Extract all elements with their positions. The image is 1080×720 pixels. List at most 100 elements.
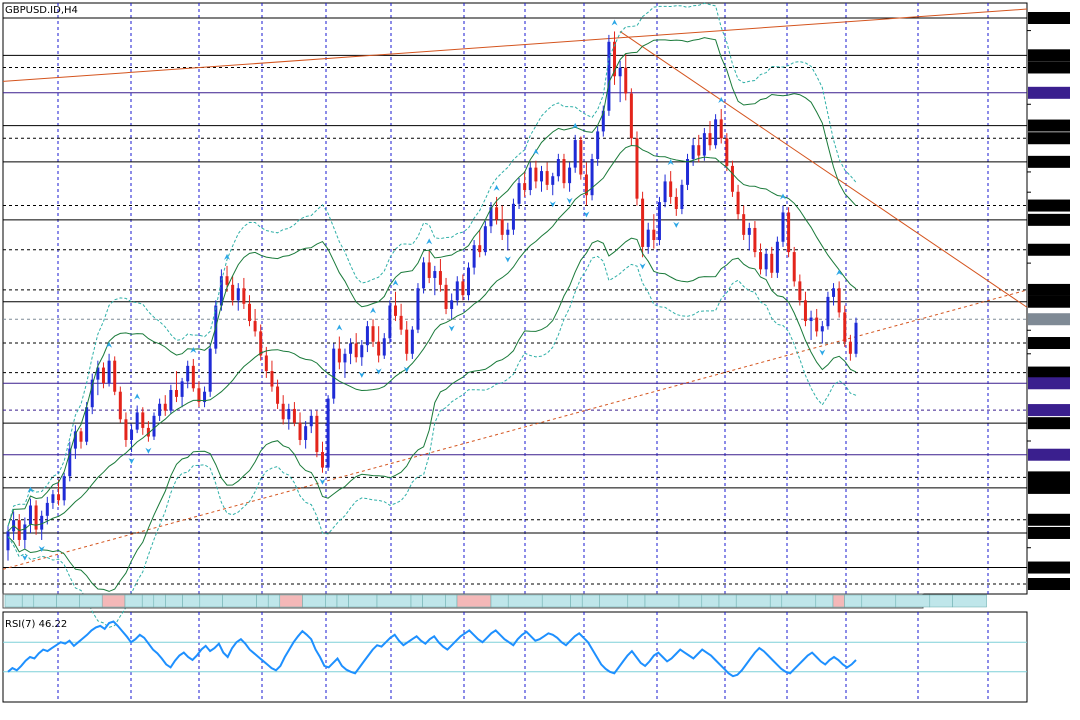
time-cell: [815, 594, 834, 608]
candle-body: [854, 322, 858, 354]
price-label-bg: [1028, 526, 1070, 539]
fractal-up-arrow: [718, 97, 725, 104]
price-label-bg: [1028, 199, 1070, 212]
time-cell: [222, 594, 257, 608]
time-cell: [490, 594, 509, 608]
candle-body: [186, 365, 190, 382]
candle-body: [276, 386, 280, 404]
candle-body: [579, 140, 583, 175]
candle-body: [590, 159, 594, 196]
price-label-bg: [1028, 481, 1070, 494]
fractal-down-arrow: [319, 478, 326, 485]
candle-body: [208, 348, 212, 392]
fractal-down-arrow: [21, 554, 28, 561]
candle-body: [646, 229, 650, 247]
time-cell: [141, 594, 155, 608]
fractal-down-arrow: [448, 325, 455, 332]
price-label-bg: [1028, 243, 1070, 256]
candle-body: [197, 388, 201, 403]
time-cell: [735, 594, 771, 608]
candle-body: [40, 515, 44, 530]
price-label-bg: [1028, 377, 1070, 390]
fractal-down-arrow: [583, 211, 590, 218]
candle-body: [158, 403, 162, 416]
candle-body: [747, 227, 751, 235]
candle-body: [759, 252, 763, 270]
candle-body: [253, 321, 257, 332]
price-label-bg: [1028, 132, 1070, 145]
candle-body: [304, 426, 308, 440]
candle-body: [315, 415, 319, 453]
time-cell: [541, 594, 571, 608]
time-cell: [256, 594, 269, 608]
fractal-down-arrow: [128, 458, 135, 465]
time-cell: [302, 594, 326, 608]
trendline-upper: [2, 8, 1028, 82]
fractal-up-arrow: [224, 253, 231, 260]
candle-body: [28, 505, 32, 525]
fractal-up-arrow: [370, 307, 377, 314]
candle-body: [708, 133, 712, 146]
price-label-bg: [1028, 417, 1070, 430]
candle-body: [657, 202, 661, 241]
time-cell: [832, 594, 845, 608]
candle-body: [360, 345, 364, 358]
time-cell: [929, 594, 953, 608]
candle-body: [433, 271, 437, 278]
candle-body: [848, 341, 852, 354]
candle-body: [815, 317, 819, 332]
candle-body: [556, 159, 560, 177]
band-middle-line: [7, 144, 857, 532]
candle-body: [118, 391, 122, 420]
candle-body: [236, 288, 240, 301]
candle-body: [697, 145, 701, 156]
fractal-up-arrow: [190, 346, 197, 353]
candle-body: [309, 415, 313, 427]
main-pane-frame: [2, 2, 1028, 595]
fractal-up-arrow: [392, 279, 399, 286]
candle-body: [23, 524, 27, 540]
candle-body: [135, 412, 139, 430]
candle-body: [607, 41, 611, 111]
candle-body: [584, 174, 588, 196]
candle-body: [753, 227, 757, 253]
fractal-down-arrow: [375, 368, 382, 375]
candle-body: [495, 207, 499, 220]
candle-body: [540, 171, 544, 182]
time-cell: [267, 594, 281, 608]
candle-body: [450, 300, 454, 309]
candle-body: [483, 226, 487, 253]
candle-body: [152, 415, 156, 437]
candle-body: [686, 159, 690, 185]
price-label-bg: [1028, 283, 1070, 296]
candle-body: [169, 389, 173, 411]
time-cell: [182, 594, 201, 608]
candle-body: [287, 408, 291, 420]
candle-body: [113, 360, 117, 392]
time-cell: [445, 594, 458, 608]
candle-body: [489, 207, 493, 227]
candle-body: [393, 305, 397, 316]
candle-body: [259, 331, 263, 356]
time-cell: [376, 594, 412, 608]
time-cell: [4, 594, 23, 608]
fractal-down-arrow: [549, 201, 556, 208]
time-cell: [456, 594, 492, 608]
candle-body: [500, 219, 504, 235]
time-cell: [895, 594, 931, 608]
candle-body: [809, 317, 813, 322]
price-label-bg: [1028, 49, 1070, 62]
candle-body: [410, 329, 414, 354]
time-cell: [101, 594, 126, 608]
time-cell: [507, 594, 543, 608]
candle-body: [787, 212, 791, 253]
price-label-bg: [1028, 119, 1070, 132]
price-label-bg: [1028, 471, 1070, 484]
candle-body: [629, 93, 633, 139]
candle-body: [826, 296, 830, 327]
fractal-down-arrow: [358, 371, 365, 378]
time-cell: [952, 594, 987, 608]
candle-body: [511, 203, 515, 230]
symbol-label: GBPUSD.ID,H4: [5, 5, 78, 16]
